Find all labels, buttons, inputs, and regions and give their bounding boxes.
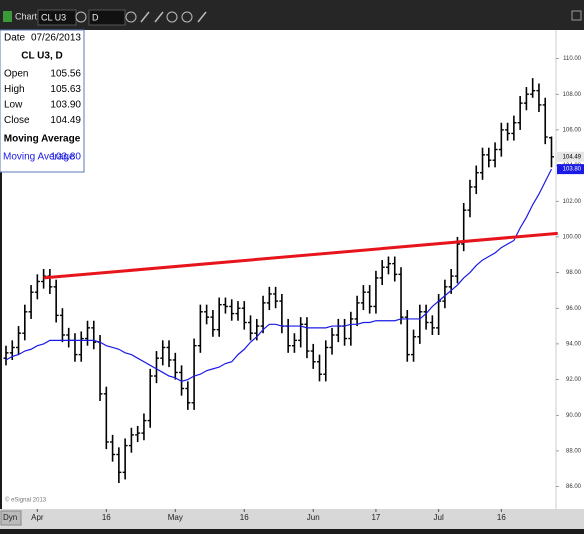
symbol-text: CL U3 (41, 12, 66, 22)
row-value: 105.63 (50, 84, 81, 95)
row-value: 104.49 (50, 115, 81, 126)
chart-icon (3, 11, 12, 22)
toolbar (0, 0, 584, 30)
info-panel: Date 07/26/2013 CL U3, D Open 105.56 High 1… (0, 30, 84, 172)
y-tick-label: 94.00 (566, 341, 582, 347)
row-value: 105.56 (50, 69, 81, 80)
y-tick-label: 92.00 (566, 377, 582, 383)
ma-heading: Moving Average (4, 134, 81, 145)
x-tick-label: 16 (240, 513, 249, 522)
y-tick-label: 90.00 (566, 413, 582, 419)
row-value: 103.90 (50, 100, 81, 111)
copyright: © eSignal 2013 (5, 497, 47, 504)
ma-value: 103.80 (50, 152, 81, 163)
date-label: Date (4, 33, 26, 44)
x-tick-label: Apr (31, 513, 44, 522)
x-tick-label: May (168, 513, 183, 522)
y-tick-label: 110.00 (563, 56, 582, 62)
y-tick-label: 108.00 (563, 92, 582, 98)
mode-text: Dyn (3, 513, 17, 522)
row-label: Low (4, 100, 23, 111)
x-tick-label: Jul (434, 513, 444, 522)
x-tick-label: 16 (497, 513, 506, 522)
ma-flag-text: 103.80 (563, 167, 582, 173)
row-label: Close (4, 115, 30, 126)
symbol-heading: CL U3, D (21, 51, 63, 62)
date-value: 07/26/2013 (31, 33, 81, 44)
y-tick-label: 96.00 (566, 306, 582, 312)
y-tick-label: 102.00 (563, 199, 582, 205)
toolbar-title: Chart (15, 11, 38, 21)
y-tick-label: 106.00 (563, 127, 582, 133)
y-tick-label: 88.00 (566, 449, 582, 455)
y-tick-label: 86.00 (566, 484, 582, 490)
close-flag-text: 104.49 (563, 154, 582, 160)
row-label: High (4, 84, 25, 95)
x-tick-label: Jun (307, 513, 320, 522)
y-tick-label: 98.00 (566, 270, 582, 276)
interval-text: D (92, 12, 99, 22)
x-tick-label: 17 (371, 513, 380, 522)
row-label: Open (4, 69, 28, 80)
x-tick-label: 16 (102, 513, 111, 522)
y-tick-label: 100.00 (563, 234, 582, 240)
